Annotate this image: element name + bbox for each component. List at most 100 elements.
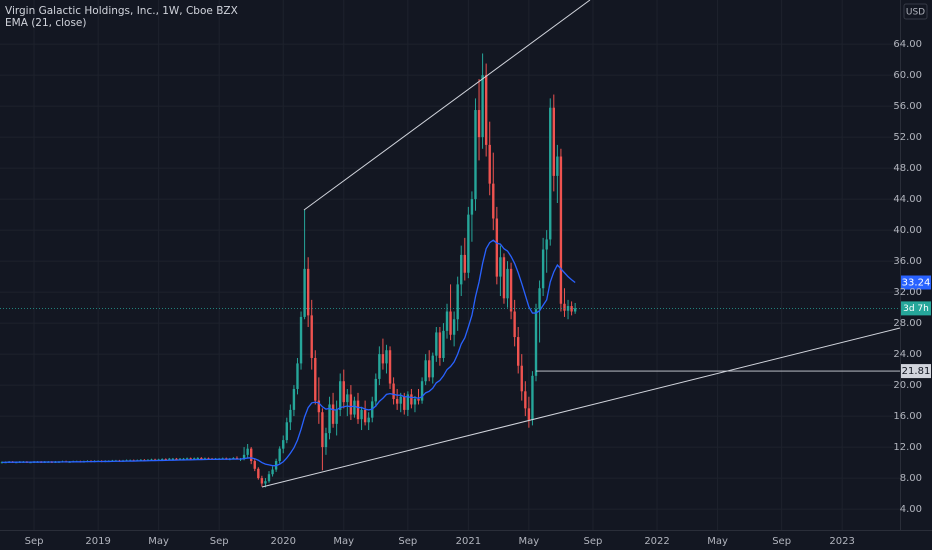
candle-body xyxy=(250,448,253,462)
ema-label: 33.24 xyxy=(902,278,931,289)
x-tick-label: 2020 xyxy=(271,536,296,547)
candle-body xyxy=(556,156,559,176)
candle-body xyxy=(442,330,445,358)
candle-body xyxy=(403,396,406,410)
candle-body xyxy=(385,350,388,364)
countdown-box xyxy=(901,301,931,316)
candle-body xyxy=(257,468,260,479)
candle-body xyxy=(339,381,342,410)
candle-body xyxy=(513,311,516,338)
candle-body xyxy=(303,268,306,317)
candle-body xyxy=(570,306,573,312)
candle-body xyxy=(321,412,324,448)
candle-body xyxy=(296,363,299,389)
x-tick-label: May xyxy=(519,536,540,547)
candle-body xyxy=(253,461,256,469)
candle-body xyxy=(428,360,431,378)
x-tick-label: May xyxy=(707,536,728,547)
candle-body xyxy=(242,454,246,459)
candle-body xyxy=(495,218,499,277)
x-tick-label: 2022 xyxy=(644,536,669,547)
candle-body xyxy=(378,354,381,379)
candle-body xyxy=(331,404,335,424)
candle-body xyxy=(299,316,303,364)
candle-body xyxy=(424,360,427,382)
candle-body xyxy=(353,400,356,415)
y-tick-label: 40.00 xyxy=(893,225,922,236)
candle-body xyxy=(445,311,449,331)
candle-body xyxy=(563,303,566,311)
candle-body xyxy=(324,433,328,448)
countdown: 3d 7h xyxy=(903,304,929,314)
candle-body xyxy=(346,394,349,403)
candle-body xyxy=(456,284,459,320)
candle-body xyxy=(531,375,534,420)
x-tick-label: 2023 xyxy=(829,536,854,547)
candle-body xyxy=(367,417,370,423)
candle-body xyxy=(470,199,474,215)
candle-body xyxy=(520,365,523,392)
candle-body xyxy=(335,409,338,424)
y-tick-label: 44.00 xyxy=(893,194,922,205)
candle-body xyxy=(182,458,185,460)
x-tick-label: Sep xyxy=(772,536,791,547)
candle-body xyxy=(413,399,417,405)
x-tick-label: May xyxy=(148,536,169,547)
candle-body xyxy=(545,239,548,250)
y-tick-label: 52.00 xyxy=(893,132,922,143)
candle-body xyxy=(282,440,285,449)
candle-body xyxy=(474,110,477,200)
candle-body xyxy=(168,458,171,460)
y-tick-label: 4.00 xyxy=(900,504,922,515)
candle-body xyxy=(363,409,367,423)
candle-body xyxy=(317,400,321,413)
candle-body xyxy=(395,399,399,404)
candle-body xyxy=(349,394,353,415)
candle-body xyxy=(285,422,288,441)
chart-title: Virgin Galactic Holdings, Inc., 1W, Cboe… xyxy=(5,5,238,17)
candle-body xyxy=(549,107,552,240)
candle-body xyxy=(232,457,235,459)
hline-label-box xyxy=(901,364,931,379)
overlay: 21.81 3d 7h 33.24 xyxy=(0,275,931,379)
y-tick-label: 20.00 xyxy=(893,380,922,391)
candle-body xyxy=(527,408,531,420)
candle-body xyxy=(431,355,434,378)
ema-line xyxy=(1,239,576,467)
candle-body xyxy=(388,350,392,384)
candle-body xyxy=(559,156,563,304)
candle-body xyxy=(573,308,577,312)
candle-body xyxy=(420,381,424,401)
candle-body xyxy=(499,257,502,277)
candle-body xyxy=(399,396,402,404)
candle-body xyxy=(271,469,274,475)
x-tick-label: 2021 xyxy=(456,536,481,547)
candle-body xyxy=(463,254,466,273)
currency[interactable]: USD xyxy=(906,8,925,18)
candle-body xyxy=(541,249,545,289)
candle-body xyxy=(488,144,491,184)
y-tick-label: 56.00 xyxy=(893,101,922,112)
candle-body xyxy=(492,183,495,219)
x-tick-label: Sep xyxy=(25,536,44,547)
candle-body xyxy=(175,458,178,460)
candle-body xyxy=(196,457,199,459)
candle-body xyxy=(171,458,175,460)
candle-body xyxy=(524,391,527,409)
candle-body xyxy=(509,268,513,312)
candle-body xyxy=(502,257,506,299)
candle-body xyxy=(164,459,167,461)
candle-body xyxy=(161,459,164,461)
candle-body xyxy=(449,311,452,335)
candle-body xyxy=(506,268,509,299)
candle-body xyxy=(0,462,4,464)
candle-body xyxy=(484,75,488,145)
candle-body xyxy=(267,474,271,482)
candle-body xyxy=(278,448,281,462)
hline-label: 21.81 xyxy=(902,366,931,377)
candle-body xyxy=(477,110,481,138)
candle-body xyxy=(410,394,413,405)
currency-box[interactable] xyxy=(903,3,928,20)
candle-body xyxy=(566,306,570,311)
